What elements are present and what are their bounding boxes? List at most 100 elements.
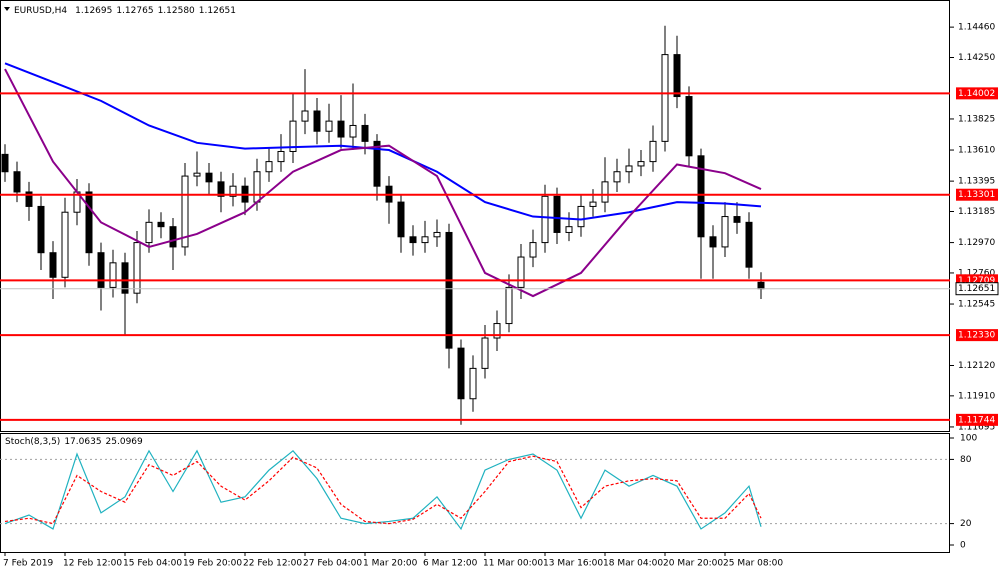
candle-body bbox=[589, 201, 597, 207]
x-tick-label: 18 Mar 04:00 bbox=[603, 559, 663, 569]
close: 1.12651 bbox=[199, 6, 236, 16]
candle-body bbox=[745, 221, 753, 268]
candle-body bbox=[109, 262, 117, 288]
symbol: EURUSD,H4 bbox=[14, 6, 67, 16]
stoch-line bbox=[4, 455, 762, 525]
stoch-header: Stoch(8,3,5) 17.0635 25.0969 bbox=[5, 437, 143, 447]
candle-body bbox=[253, 171, 261, 203]
y-tick-label: 1.11695 bbox=[958, 422, 995, 432]
x-tick-label: 22 Feb 12:00 bbox=[243, 559, 302, 569]
candle-body bbox=[49, 252, 57, 278]
candle-body bbox=[301, 110, 309, 122]
level-label-box bbox=[956, 188, 998, 201]
candle-body bbox=[721, 216, 729, 248]
candle-body bbox=[313, 110, 321, 132]
y-tick-label: 80 bbox=[960, 455, 972, 465]
y-tick-label: 1.12760 bbox=[958, 268, 995, 278]
level-label: 1.11744 bbox=[958, 415, 995, 425]
candle-body bbox=[637, 161, 645, 167]
candle-body bbox=[13, 171, 21, 193]
candle-body bbox=[229, 185, 237, 197]
y-tick-label: 1.12545 bbox=[958, 300, 995, 310]
candle-body bbox=[529, 242, 537, 258]
menu-triangle bbox=[4, 7, 10, 11]
x-tick-label: 12 Feb 12:00 bbox=[63, 559, 122, 569]
candle-body bbox=[193, 172, 201, 177]
stoch-line bbox=[4, 449, 762, 531]
candle-body bbox=[61, 211, 69, 278]
candle-body bbox=[325, 120, 333, 132]
candle-body bbox=[601, 181, 609, 203]
y-tick-label: 100 bbox=[960, 434, 977, 444]
candle-body bbox=[373, 140, 381, 187]
candle-body bbox=[541, 195, 549, 244]
candle-body bbox=[577, 205, 585, 228]
candle-body bbox=[25, 191, 33, 207]
candle-body bbox=[661, 54, 669, 142]
candle-body bbox=[553, 195, 561, 233]
candle-body bbox=[505, 286, 513, 325]
level-label: 1.12330 bbox=[958, 331, 995, 341]
y-tick-label: 1.13610 bbox=[958, 146, 995, 156]
y-tick-label: 1.13185 bbox=[958, 207, 995, 217]
candle-body bbox=[37, 205, 45, 254]
candle-body bbox=[733, 216, 741, 223]
candle-body bbox=[277, 150, 285, 163]
candle-body bbox=[217, 181, 225, 197]
y-tick-label: 20 bbox=[960, 519, 972, 529]
candle-body bbox=[421, 236, 429, 244]
current-price-box bbox=[955, 282, 999, 296]
x-tick-label: 20 Mar 20:00 bbox=[663, 559, 723, 569]
candle-body bbox=[145, 221, 153, 244]
candle-body bbox=[289, 120, 297, 152]
candle-body bbox=[469, 367, 477, 400]
open: 1.12695 bbox=[75, 6, 112, 16]
candle-body bbox=[85, 191, 93, 254]
x-tick-label: 1 Mar 20:00 bbox=[363, 559, 418, 569]
x-tick-label: 6 Mar 12:00 bbox=[423, 559, 478, 569]
level-label: 1.13301 bbox=[958, 190, 995, 200]
moving-average bbox=[4, 62, 762, 221]
candle-body bbox=[445, 231, 453, 349]
x-tick-label: 13 Mar 16:00 bbox=[543, 559, 603, 569]
level-label-box bbox=[956, 329, 998, 342]
candle-body bbox=[409, 236, 417, 244]
candle-body bbox=[205, 172, 213, 183]
candle-body bbox=[265, 161, 273, 173]
candle-body bbox=[361, 124, 369, 142]
candle-body bbox=[565, 226, 573, 233]
candle-body bbox=[433, 231, 441, 238]
candle-body bbox=[349, 124, 357, 138]
candle-body bbox=[157, 221, 165, 228]
candle-body bbox=[709, 236, 717, 248]
moving-average bbox=[4, 68, 762, 298]
candle-body bbox=[1, 153, 9, 173]
candle-body bbox=[493, 323, 501, 339]
candle-body bbox=[697, 155, 705, 238]
level-label: 1.12709 bbox=[958, 276, 995, 286]
y-tick-label: 1.13395 bbox=[958, 177, 995, 187]
main-panel bbox=[0, 0, 950, 432]
level-label-box bbox=[956, 413, 998, 426]
candle-body bbox=[181, 175, 189, 248]
y-tick-label: 0 bbox=[960, 541, 966, 551]
candle-body bbox=[625, 165, 633, 173]
candle-body bbox=[97, 252, 105, 288]
candle-body bbox=[337, 120, 345, 138]
y-tick-label: 1.12120 bbox=[958, 361, 995, 371]
y-tick-label: 1.12970 bbox=[958, 238, 995, 248]
low: 1.12580 bbox=[158, 6, 195, 16]
candle-body bbox=[649, 140, 657, 163]
candle-body bbox=[685, 96, 693, 157]
candle-body bbox=[457, 347, 465, 400]
candle-body bbox=[397, 201, 405, 238]
high: 1.12765 bbox=[116, 6, 153, 16]
stoch-main: 17.0635 bbox=[64, 437, 101, 447]
y-tick-label: 1.14250 bbox=[958, 53, 995, 63]
stoch-panel bbox=[0, 433, 950, 553]
chart-header: EURUSD,H4 1.12695 1.12765 1.12580 1.12651 bbox=[14, 6, 236, 16]
candle-body bbox=[757, 281, 765, 290]
stoch-signal: 25.0969 bbox=[106, 437, 143, 447]
